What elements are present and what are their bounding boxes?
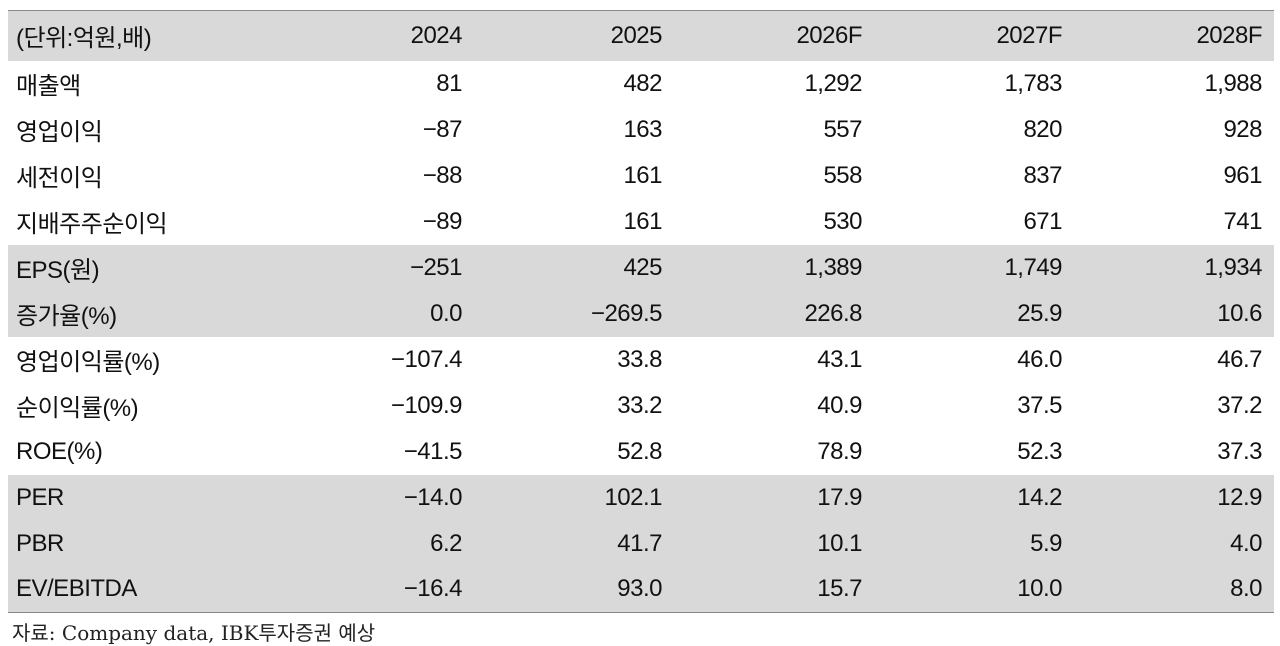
cell-value: −87 [422, 115, 463, 143]
row-label: 매출액 [16, 73, 81, 100]
cell-value: 46.0 [1017, 345, 1062, 373]
cell-value: −89 [422, 207, 463, 235]
cell-value: 81 [436, 69, 462, 97]
cell-value: 1,389 [804, 253, 862, 281]
cell-value: −109.9 [390, 391, 463, 419]
cell-value: 1,783 [1004, 69, 1062, 97]
row-label: EPS(원) [16, 257, 100, 284]
row-label: PER [16, 483, 64, 511]
cell-value: 5.9 [1030, 529, 1062, 557]
row-label: PBR [16, 529, 64, 557]
row-label: 세전이익 [16, 165, 103, 192]
header-row: (단위:억원,배) 2024 2025 2026F 2027F 2028F [8, 10, 1274, 61]
cell-value: 17.9 [817, 483, 862, 511]
year-header: 2028F [1074, 10, 1274, 61]
cell-value: 671 [1023, 207, 1062, 235]
year-header: 2027F [874, 10, 1074, 61]
cell-value: 482 [623, 69, 662, 97]
table-section: 매출액 81 482 1,292 1,783 1,988 영업이익 −87 163 557 820 9… [8, 61, 1274, 245]
cell-value: 741 [1223, 207, 1262, 235]
cell-value: 10.6 [1217, 299, 1262, 327]
cell-value: 52.8 [617, 437, 662, 465]
table-header: (단위:억원,배) 2024 2025 2026F 2027F 2028F [8, 10, 1274, 61]
cell-value: 0.0 [430, 299, 462, 327]
table-row: 증가율(%) 0.0 −269.5 226.8 25.9 10.6 [8, 290, 1274, 337]
table-row: EV/EBITDA −16.4 93.0 15.7 10.0 8.0 [8, 566, 1274, 613]
cell-value: −107.4 [390, 345, 463, 373]
table-row: PBR 6.2 41.7 10.1 5.9 4.0 [8, 520, 1274, 567]
financial-table: (단위:억원,배) 2024 2025 2026F 2027F 2028F 매출액 81 482… [8, 10, 1274, 613]
table-row: 영업이익 −87 163 557 820 928 [8, 107, 1274, 153]
cell-value: 820 [1023, 115, 1062, 143]
row-label: 증가율(%) [16, 303, 117, 330]
cell-value: 163 [623, 115, 662, 143]
cell-value: −88 [422, 161, 463, 189]
table-row: 세전이익 −88 161 558 837 961 [8, 153, 1274, 199]
cell-value: 837 [1023, 161, 1062, 189]
cell-value: 961 [1223, 161, 1262, 189]
row-label: 지배주주순이익 [16, 211, 168, 238]
cell-value: 558 [823, 161, 862, 189]
cell-value: −41.5 [403, 437, 463, 465]
cell-value: −14.0 [403, 483, 463, 511]
row-label: EV/EBITDA [8, 566, 274, 613]
cell-value: 33.2 [617, 391, 662, 419]
table-section: PER −14.0 102.1 17.9 14.2 12.9 PBR 6.2 41.7 10.1 5… [8, 474, 1274, 613]
cell-value: 14.2 [1017, 483, 1062, 511]
cell-value: 1,749 [1004, 253, 1062, 281]
cell-value: 8.0 [1074, 566, 1274, 613]
cell-value: 52.3 [1017, 437, 1062, 465]
table-row: PER −14.0 102.1 17.9 14.2 12.9 [8, 474, 1274, 521]
cell-value: 10.0 [874, 566, 1074, 613]
cell-value: 41.7 [617, 529, 662, 557]
cell-value: 43.1 [817, 345, 862, 373]
cell-value: −251 [409, 253, 463, 281]
year-header: 2024 [274, 10, 474, 61]
cell-value: 928 [1223, 115, 1262, 143]
table-section: 영업이익률(%) −107.4 33.8 43.1 46.0 46.7 순이익률(%) −10… [8, 337, 1274, 475]
cell-value: 40.9 [817, 391, 862, 419]
cell-value: 4.0 [1230, 529, 1262, 557]
table-section: EPS(원) −251 425 1,389 1,749 1,934 증가율(%) 0.0 −26… [8, 244, 1274, 337]
cell-value: 93.0 [474, 566, 674, 613]
cell-value: −269.5 [590, 299, 663, 327]
cell-value: 37.2 [1217, 391, 1262, 419]
cell-value: 6.2 [430, 529, 462, 557]
cell-value: 530 [823, 207, 862, 235]
cell-value: 10.1 [817, 529, 862, 557]
cell-value: 161 [623, 207, 662, 235]
cell-value: 1,934 [1204, 253, 1262, 281]
cell-value: 226.8 [804, 299, 862, 327]
table-row: 영업이익률(%) −107.4 33.8 43.1 46.0 46.7 [8, 337, 1274, 383]
row-label: 영업이익률(%) [16, 349, 160, 376]
table-row: EPS(원) −251 425 1,389 1,749 1,934 [8, 244, 1274, 291]
cell-value: 557 [823, 115, 862, 143]
cell-value: 1,988 [1204, 69, 1262, 97]
cell-value: 161 [623, 161, 662, 189]
cell-value: 33.8 [617, 345, 662, 373]
table-row: 순이익률(%) −109.9 33.2 40.9 37.5 37.2 [8, 383, 1274, 429]
table-row: ROE(%) −41.5 52.8 78.9 52.3 37.3 [8, 429, 1274, 475]
row-label: ROE(%) [16, 437, 103, 465]
year-header: 2025 [474, 10, 674, 61]
cell-value: 1,292 [804, 69, 862, 97]
table-row: 지배주주순이익 −89 161 530 671 741 [8, 199, 1274, 245]
unit-label: (단위:억원,배) [8, 10, 274, 61]
cell-value: 425 [623, 253, 662, 281]
row-label: 영업이익 [16, 119, 103, 146]
cell-value: −16.4 [274, 566, 474, 613]
cell-value: 102.1 [604, 483, 662, 511]
cell-value: 46.7 [1217, 345, 1262, 373]
table-row: 매출액 81 482 1,292 1,783 1,988 [8, 61, 1274, 107]
cell-value: 25.9 [1017, 299, 1062, 327]
cell-value: 37.3 [1217, 437, 1262, 465]
source-note: 자료: Company data, IBK투자증권 예상 [12, 621, 376, 645]
cell-value: 78.9 [817, 437, 862, 465]
cell-value: 15.7 [674, 566, 874, 613]
cell-value: 37.5 [1017, 391, 1062, 419]
cell-value: 12.9 [1217, 483, 1262, 511]
year-header: 2026F [674, 10, 874, 61]
row-label: 순이익률(%) [16, 395, 139, 422]
